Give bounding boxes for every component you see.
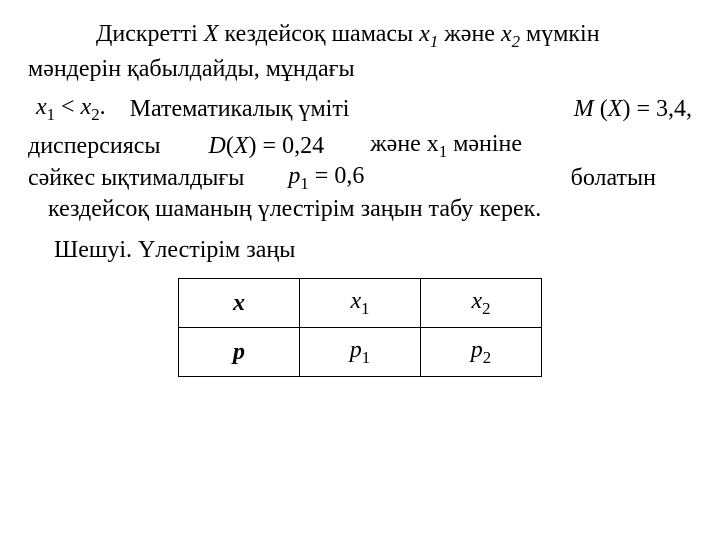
cell-x2: x2	[421, 279, 542, 328]
X: X	[608, 96, 623, 122]
p-header: p	[233, 339, 245, 365]
x: x	[350, 288, 361, 314]
sub-2: 2	[512, 32, 520, 51]
var-X: Х	[204, 21, 219, 47]
x: x	[81, 94, 92, 120]
eq-val: = 0,24	[257, 133, 325, 159]
header-p: p	[179, 328, 300, 377]
text: мәніне	[447, 131, 522, 157]
p: p	[350, 337, 362, 363]
p: p	[288, 163, 300, 189]
sub: 1	[47, 105, 55, 124]
D: D	[209, 133, 226, 159]
variance-label: дисперсиясы	[28, 133, 161, 160]
eq-val: = 3,4,	[630, 96, 692, 122]
sub: 1	[439, 141, 447, 160]
corresponding-prob-label: сәйкес ықтималдығы	[28, 165, 244, 192]
solution-heading: Шешуі. Үлестірім заңы	[28, 237, 692, 264]
p1-value: p1 = 0,6	[288, 163, 364, 194]
less-than: <	[55, 94, 81, 120]
intro-paragraph: Дискретті Х кездейсоқ шамасы х1 және х2 …	[28, 18, 692, 86]
cell-p1: p1	[300, 328, 421, 377]
text: Дискретті	[96, 21, 204, 47]
probability-line: сәйкес ықтималдығы p1 = 0,6 болатын	[28, 163, 692, 194]
page-content: Дискретті Х кездейсоқ шамасы х1 және х2 …	[0, 0, 720, 377]
sub: 1	[362, 348, 370, 367]
expectation-label: Математикалық үміті	[130, 96, 350, 123]
variance-line: дисперсиясы D(X) = 0,24 және x1 мәніне	[28, 131, 692, 162]
text: кездейсоқ шаманың үлестірім заңын табу к…	[48, 196, 541, 222]
sub: 2	[483, 348, 491, 367]
expectation-line: x1 < x2. Математикалық үміті M (X) = 3,4…	[28, 94, 692, 125]
M: M	[574, 96, 594, 122]
paren: (	[600, 96, 608, 122]
sub: 2	[482, 299, 490, 318]
sub: 1	[361, 299, 369, 318]
paren: (	[226, 133, 234, 159]
text: Шешуі. Үлестірім заңы	[54, 237, 295, 263]
X: X	[234, 133, 249, 159]
p: p	[471, 337, 483, 363]
sub: 2	[91, 105, 99, 124]
table-row: x x1 x2	[179, 279, 542, 328]
distribution-table: x x1 x2 p p1 p2	[178, 278, 542, 377]
var-x1: х	[419, 21, 430, 47]
dot: .	[100, 94, 106, 120]
header-x: x	[179, 279, 300, 328]
task-sentence: кездейсоқ шаманың үлестірім заңын табу к…	[28, 196, 692, 223]
sub: 1	[300, 174, 308, 193]
eq-val: = 0,6	[309, 163, 365, 189]
variance-value: D(X) = 0,24	[209, 133, 325, 160]
text: және x	[370, 131, 439, 157]
table-row: p p1 p2	[179, 328, 542, 377]
sub-1: 1	[430, 32, 438, 51]
cell-p2: p2	[421, 328, 542, 377]
expectation-value: M (X) = 3,4,	[574, 96, 692, 123]
cell-x1: x1	[300, 279, 421, 328]
var-x2: х	[501, 21, 512, 47]
being-text: болатын	[571, 165, 656, 192]
text: және	[438, 21, 501, 47]
inequality-x1-x2: x1 < x2.	[28, 94, 112, 125]
x: x	[36, 94, 47, 120]
and-x1-text: және x1 мәніне	[370, 131, 522, 162]
x: x	[471, 288, 482, 314]
text: кездейсоқ шамасы	[219, 21, 420, 47]
x-header: x	[233, 290, 245, 316]
paren: )	[249, 133, 257, 159]
